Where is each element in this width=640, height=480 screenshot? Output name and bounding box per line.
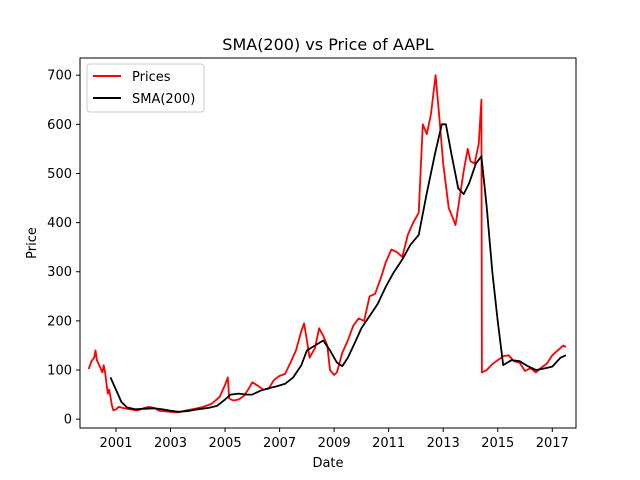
y-tick-label: 0 bbox=[64, 413, 72, 428]
x-tick-label: 2003 bbox=[154, 436, 187, 451]
series-line-sma-200 bbox=[109, 123, 567, 413]
x-tick-label: 2009 bbox=[318, 436, 351, 451]
plot-area bbox=[87, 74, 567, 414]
x-tick-label: 2017 bbox=[536, 436, 569, 451]
x-axis: 2001 2003 2005 2007 2009 2011 2013 2015 2017 bbox=[99, 428, 569, 451]
y-tick-label: 100 bbox=[47, 364, 72, 379]
x-tick-label: 2001 bbox=[99, 436, 132, 451]
legend-label-sma: SMA(200) bbox=[132, 92, 195, 107]
x-tick-label: 2005 bbox=[209, 436, 242, 451]
y-tick-label: 600 bbox=[47, 118, 72, 133]
y-tick-label: 700 bbox=[47, 69, 72, 84]
x-axis-label: Date bbox=[312, 456, 343, 471]
x-tick-label: 2013 bbox=[427, 436, 460, 451]
plot-frame bbox=[79, 57, 577, 429]
y-tick-label: 400 bbox=[47, 216, 72, 231]
legend-label-prices: Prices bbox=[132, 70, 171, 85]
y-tick-label: 300 bbox=[47, 265, 72, 280]
y-tick-label: 500 bbox=[47, 167, 72, 182]
chart-title: SMA(200) vs Price of AAPL bbox=[222, 35, 434, 54]
legend: Prices SMA(200) bbox=[86, 63, 205, 113]
x-tick-label: 2007 bbox=[263, 436, 296, 451]
y-axis-label: Price bbox=[25, 227, 40, 259]
y-axis: 0 100 200 300 400 500 600 700 bbox=[47, 69, 80, 428]
y-tick-label: 200 bbox=[47, 314, 72, 329]
x-tick-label: 2015 bbox=[481, 436, 514, 451]
x-tick-label: 2011 bbox=[372, 436, 405, 451]
